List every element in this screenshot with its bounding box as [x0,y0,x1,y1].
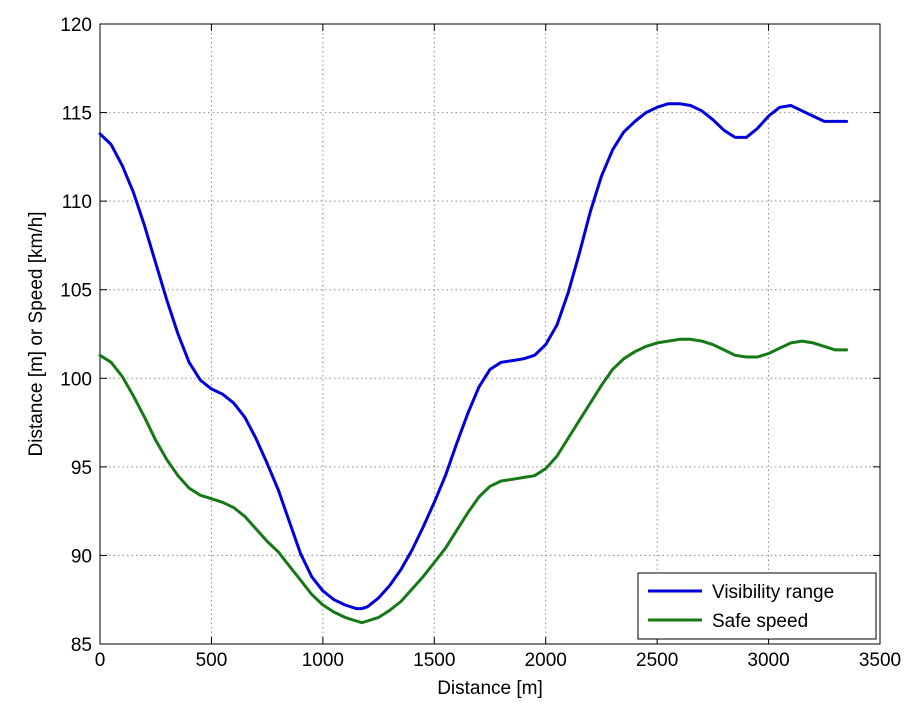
x-tick-label: 500 [196,650,228,671]
x-tick-label: 2000 [525,650,567,671]
y-tick-label: 95 [71,458,92,479]
legend-label-visibility-range: Visibility range [712,582,834,603]
x-axis-label: Distance [m] [437,678,543,699]
series-line-safe-speed [98,337,849,625]
grid-lines [100,24,880,644]
x-tick-label: 1000 [302,650,344,671]
x-tick-label: 3000 [747,650,789,671]
series-line-visibility-range [98,102,849,611]
y-tick-label: 100 [60,369,92,390]
series-lines [98,102,849,625]
x-tick-label: 2500 [636,650,678,671]
y-tick-label: 105 [60,281,92,302]
plot-area-frame [99,23,881,645]
legend-box [637,572,877,640]
y-tick-label: 85 [71,635,92,656]
x-tick-label: 0 [95,650,106,671]
y-tick-label: 110 [62,192,92,213]
legend: Visibility range Safe speed [637,572,877,640]
x-tick-label: 3500 [859,650,901,671]
legend-label-safe-speed: Safe speed [712,611,808,632]
axis-ticks: 0 500 1000 1500 2000 2500 3000 3500 85 90 95 100 105… [60,15,901,671]
y-tick-label: 120 [60,15,92,36]
y-axis-label: Distance [m] or Speed [km/h] [26,212,47,457]
y-tick-label: 90 [71,546,92,567]
y-tick-label: 115 [62,104,92,125]
x-tick-label: 1500 [413,650,455,671]
